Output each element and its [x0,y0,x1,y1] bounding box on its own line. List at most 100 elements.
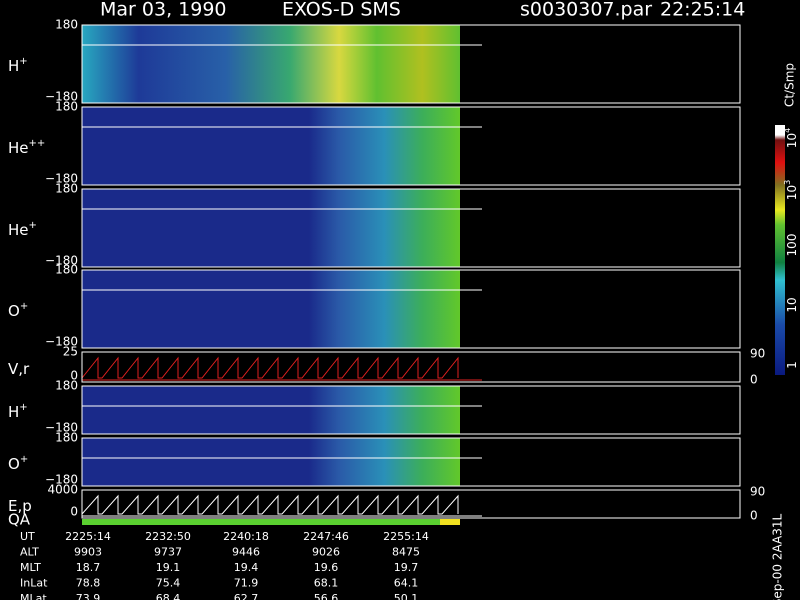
axis-top: 180 [55,263,78,277]
axis-bottom: 0 [70,505,78,519]
colorbar-tick: 100 [785,234,799,257]
frame [81,385,741,435]
colorbar-tick: 10 [785,297,799,312]
panel-label: V,r [8,360,30,378]
label-charge: + [20,301,28,312]
time: 22:25:14 [660,0,745,21]
frame [81,351,741,383]
ephemeris-name: UT [20,530,35,543]
instrument: EXOS-D SMS [282,0,401,21]
ephemeris-value: 75.4 [156,577,181,590]
ephemeris-value: 2247:46 [303,530,349,543]
ephemeris-value: 2225:14 [65,530,111,543]
label-charge: + [19,56,27,67]
frame [81,437,741,487]
axis-bottom: −180 [45,90,78,104]
tick-base: 10 [785,297,799,312]
tick-exp: 4 [783,128,792,133]
axis-bottom: 0 [70,369,78,383]
right-label: 90 [750,485,765,499]
right-label: 90 [750,347,765,361]
panel-label: O+ [8,454,28,473]
label-name: He [8,221,29,239]
panel-label: E,p [8,497,32,515]
ephemeris-name: ALT [20,546,39,559]
ephemeris-value: 71.9 [234,577,259,590]
panel-sublabel: QA [8,511,31,529]
file: s0030307.par [520,0,652,21]
panel-label: He++ [8,138,45,157]
date: Mar 03, 1990 [100,0,227,21]
axis-top: 4000 [47,483,78,497]
ephemeris-value: 56.6 [314,592,339,600]
footer: Sep-00 2AA31L [771,514,785,600]
frame [81,269,741,349]
ephemeris-value: 78.8 [76,577,101,590]
tick-base: 10 [785,185,799,200]
axis-top: 180 [55,18,78,32]
ephemeris-value: 9903 [74,546,102,559]
colorbar-tick: 103 [783,180,799,200]
qa-bar [82,519,440,525]
panel-label: He+ [8,220,37,239]
colorbar-tick: 104 [783,128,799,148]
ephemeris-value: 68.4 [156,592,181,600]
frame [81,106,741,186]
ephemeris-value: 19.6 [314,561,339,574]
ephemeris-value: 73.9 [76,592,101,600]
right-label: 0 [750,509,758,523]
axis-top: 180 [55,100,78,114]
curve [81,356,459,379]
label-name: O [8,302,20,320]
ephemeris-value: 9737 [154,546,182,559]
axis-top: 25 [63,345,78,359]
axis-bottom: −180 [45,473,78,487]
axis-bottom: −180 [45,335,78,349]
label-name: He [8,139,29,157]
ephemeris-value: 50.1 [394,592,419,600]
tick-base: 10 [785,133,799,148]
spectrogram [82,438,460,486]
ephemeris-value: 9026 [312,546,340,559]
ephemeris-value: 62.7 [234,592,259,600]
axis-top: 180 [55,431,78,445]
label-charge: + [20,454,28,465]
axis-top: 180 [55,182,78,196]
ephemeris-name: MLat [20,592,47,600]
panel-label: O+ [8,301,28,320]
curve [81,494,459,515]
ephemeris-value: 68.1 [314,577,339,590]
tick-base: 1 [785,361,799,369]
label-name: H [8,57,19,75]
axis-top: 180 [55,379,78,393]
ephemeris-value: 9446 [232,546,260,559]
spectrogram [82,25,460,103]
label-name: V,r [8,360,30,378]
label-charge: + [19,402,27,413]
spectrogram [82,107,460,185]
colorbar-unit: Ct/Smp [783,63,797,107]
spectrogram [82,189,460,267]
spectrogram [82,386,460,434]
label-charge: ++ [29,138,46,149]
ephemeris-value: 19.4 [234,561,259,574]
label-name: E,p [8,497,32,515]
tick-base: 100 [785,234,799,257]
ephemeris-value: 2255:14 [383,530,429,543]
label-charge: + [29,220,37,231]
frame [81,489,741,519]
ephemeris-value: 64.1 [394,577,419,590]
ephemeris-value: 8475 [392,546,420,559]
axis-bottom: −180 [45,421,78,435]
colorbar-tick: 1 [785,361,799,369]
ephemeris-name: InLat [20,577,48,590]
label-name: O [8,455,20,473]
ephemeris-value: 19.7 [394,561,419,574]
frame [81,24,741,104]
axis-bottom: −180 [45,254,78,268]
ephemeris-value: 2232:50 [145,530,191,543]
ephemeris-value: 2240:18 [223,530,269,543]
ephemeris-value: 19.1 [156,561,181,574]
